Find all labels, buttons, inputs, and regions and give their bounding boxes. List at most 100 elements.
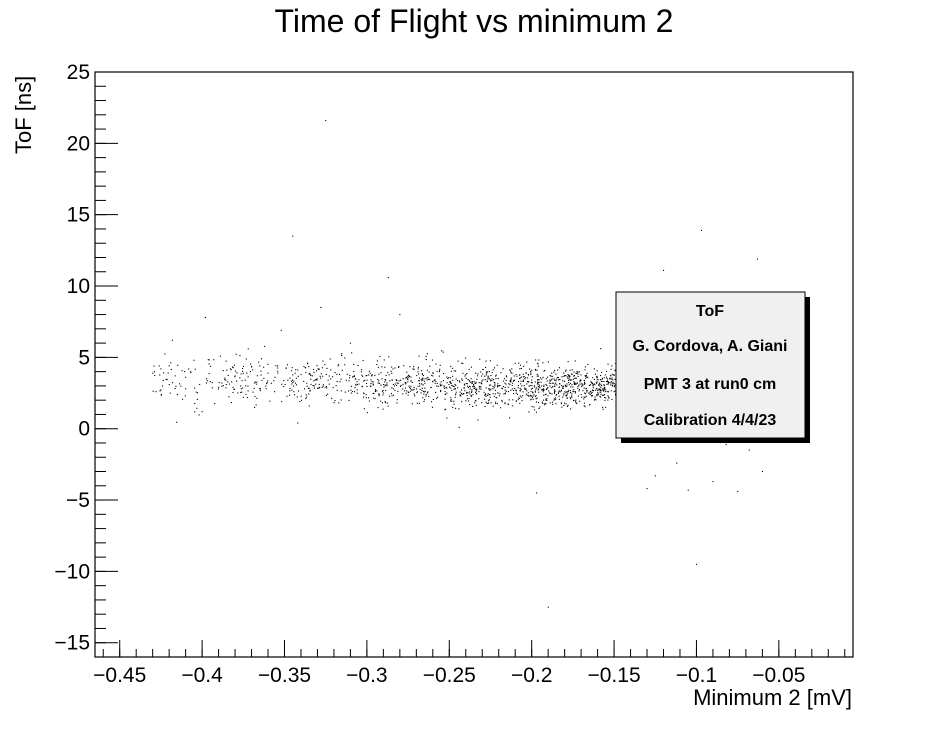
data-point (547, 606, 549, 608)
data-point (586, 372, 588, 374)
data-point (457, 360, 459, 362)
data-point (280, 329, 282, 331)
data-point (466, 398, 468, 400)
data-point (592, 385, 594, 387)
data-point (486, 372, 488, 374)
data-point (294, 382, 296, 384)
data-point (207, 359, 209, 361)
data-point (226, 369, 228, 371)
data-point (167, 372, 169, 374)
data-point (470, 395, 472, 397)
data-point (346, 373, 348, 375)
data-point (283, 386, 285, 388)
data-point (587, 376, 589, 378)
data-point (353, 375, 355, 377)
data-point (326, 367, 328, 369)
data-point (534, 390, 536, 392)
data-point (570, 392, 572, 394)
data-point (371, 381, 373, 383)
data-point (513, 375, 515, 377)
data-point (270, 382, 272, 384)
data-point (185, 388, 187, 390)
data-point (561, 385, 563, 387)
data-point (349, 377, 351, 379)
data-point (501, 387, 503, 389)
data-point (607, 363, 609, 365)
data-point (571, 369, 573, 371)
data-point (309, 374, 311, 376)
data-point (556, 376, 558, 378)
data-point (583, 383, 585, 385)
data-point (534, 396, 536, 398)
data-point (437, 385, 439, 387)
data-point (488, 384, 490, 386)
data-point (563, 394, 565, 396)
data-point (453, 400, 455, 402)
data-point (349, 342, 351, 344)
data-point (472, 385, 474, 387)
data-point (504, 392, 506, 394)
data-point (431, 406, 433, 408)
data-point (495, 397, 497, 399)
data-point (460, 392, 462, 394)
data-point (510, 380, 512, 382)
data-point (467, 379, 469, 381)
data-point (522, 379, 524, 381)
data-point (552, 386, 554, 388)
data-point (614, 384, 616, 386)
data-point (320, 373, 322, 375)
data-point (335, 385, 337, 387)
data-point (482, 368, 484, 370)
data-point (405, 377, 407, 379)
data-point (591, 395, 593, 397)
data-point (556, 394, 558, 396)
data-point (522, 395, 524, 397)
data-point (520, 383, 522, 385)
data-point (242, 370, 244, 372)
data-point (470, 366, 472, 368)
data-point (577, 387, 579, 389)
data-point (234, 375, 236, 377)
data-point (511, 388, 513, 390)
data-point (471, 381, 473, 383)
data-point (206, 378, 208, 380)
data-point (232, 386, 234, 388)
data-point (467, 387, 469, 389)
data-point (474, 382, 476, 384)
data-point (363, 392, 365, 394)
data-point (569, 376, 571, 378)
data-point (603, 389, 605, 391)
data-point (611, 398, 613, 400)
data-point (605, 389, 607, 391)
data-point (291, 383, 293, 385)
data-point (583, 387, 585, 389)
data-point (514, 379, 516, 381)
data-point (488, 388, 490, 390)
data-point (413, 366, 415, 368)
data-point (575, 402, 577, 404)
data-point (372, 381, 374, 383)
data-point (559, 391, 561, 393)
data-point (470, 394, 472, 396)
data-point (450, 382, 452, 384)
data-point (527, 377, 529, 379)
data-point (166, 378, 168, 380)
data-point (613, 374, 615, 376)
data-point (442, 380, 444, 382)
data-point (475, 372, 477, 374)
data-point (304, 388, 306, 390)
data-point (556, 378, 558, 380)
data-point (490, 388, 492, 390)
data-point (319, 375, 321, 377)
data-point (613, 391, 615, 393)
data-point (232, 366, 234, 368)
data-point (363, 408, 365, 410)
data-point (583, 402, 585, 404)
data-point (405, 376, 407, 378)
data-point (608, 391, 610, 393)
data-point (155, 391, 157, 393)
data-point (607, 399, 609, 401)
data-point (374, 391, 376, 393)
data-point (432, 380, 434, 382)
data-point (305, 398, 307, 400)
